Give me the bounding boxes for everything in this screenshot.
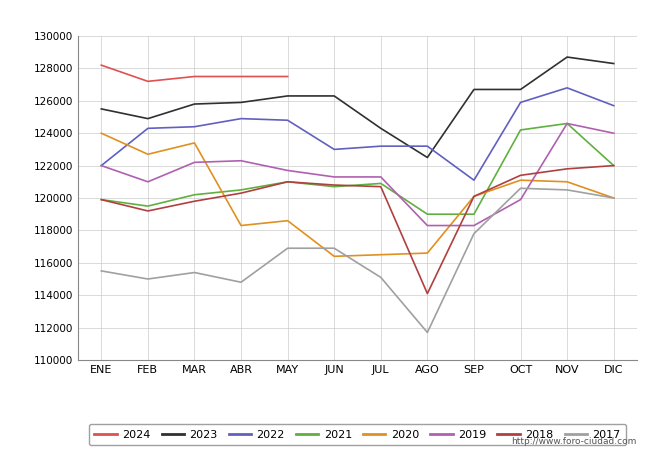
Text: Afiliados en Vitoria-Gasteiz a 31/5/2024: Afiliados en Vitoria-Gasteiz a 31/5/2024 — [174, 10, 476, 26]
Legend: 2024, 2023, 2022, 2021, 2020, 2019, 2018, 2017: 2024, 2023, 2022, 2021, 2020, 2019, 2018… — [89, 424, 626, 445]
Text: http://www.foro-ciudad.com: http://www.foro-ciudad.com — [512, 436, 637, 446]
